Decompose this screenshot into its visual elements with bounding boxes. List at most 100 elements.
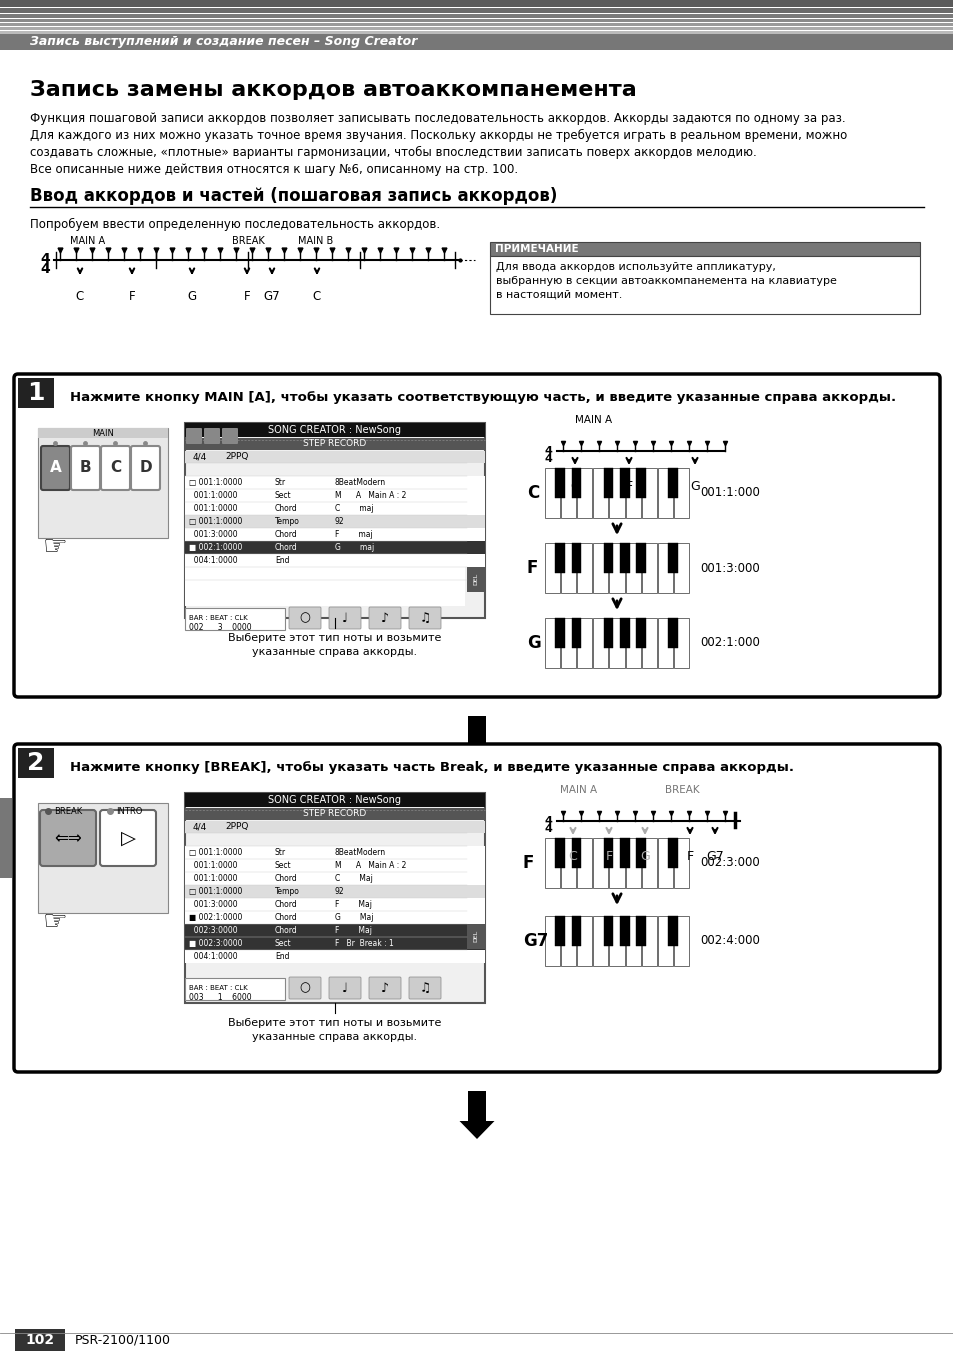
Text: 92: 92 xyxy=(335,888,344,896)
Bar xyxy=(185,580,464,593)
Bar xyxy=(38,802,168,913)
Bar xyxy=(603,543,613,573)
Bar xyxy=(641,838,656,888)
Text: End: End xyxy=(274,952,289,961)
Text: Выберите этот тип ноты и возьмите: Выберите этот тип ноты и возьмите xyxy=(228,1019,441,1028)
Text: BREAK: BREAK xyxy=(232,236,265,246)
Bar xyxy=(467,567,484,592)
Text: F: F xyxy=(129,290,135,303)
Text: 4: 4 xyxy=(40,262,50,276)
Text: ⇐⇒: ⇐⇒ xyxy=(54,830,82,847)
Text: Str: Str xyxy=(274,848,286,857)
Bar xyxy=(603,617,613,648)
Text: G: G xyxy=(187,290,196,303)
FancyBboxPatch shape xyxy=(41,446,70,490)
Text: 4: 4 xyxy=(40,253,50,266)
Text: Chord: Chord xyxy=(274,504,297,513)
FancyBboxPatch shape xyxy=(40,811,96,866)
Text: 003      1    6000: 003 1 6000 xyxy=(189,993,252,1002)
Text: DEL: DEL xyxy=(473,573,478,585)
FancyBboxPatch shape xyxy=(131,446,160,490)
Bar xyxy=(185,898,484,911)
Text: 001:1:0000: 001:1:0000 xyxy=(189,504,237,513)
Bar xyxy=(641,543,656,593)
Bar xyxy=(185,540,484,554)
Text: □ 001:1:0000: □ 001:1:0000 xyxy=(189,478,242,486)
Bar xyxy=(577,916,592,966)
Text: Chord: Chord xyxy=(274,925,297,935)
Text: C: C xyxy=(110,461,121,476)
FancyBboxPatch shape xyxy=(289,607,320,630)
Text: ○: ○ xyxy=(299,612,310,624)
Text: 001:3:0000: 001:3:0000 xyxy=(189,530,237,539)
Text: 001:3:0000: 001:3:0000 xyxy=(189,900,237,909)
FancyBboxPatch shape xyxy=(369,607,400,630)
Text: Для каждого из них можно указать точное время звучания. Поскольку аккорды не тре: Для каждого из них можно указать точное … xyxy=(30,128,846,142)
Bar xyxy=(185,438,484,450)
Text: Chord: Chord xyxy=(274,543,297,553)
FancyBboxPatch shape xyxy=(101,446,130,490)
Bar xyxy=(571,467,580,499)
Bar xyxy=(185,808,484,820)
Bar xyxy=(636,543,645,573)
Text: G: G xyxy=(526,634,540,653)
Bar xyxy=(593,467,608,517)
Bar xyxy=(560,467,576,517)
Bar xyxy=(185,846,484,859)
Bar xyxy=(185,793,484,1002)
Bar xyxy=(555,916,564,946)
Text: B: B xyxy=(80,461,91,476)
Text: 4/4: 4/4 xyxy=(193,823,207,831)
Bar xyxy=(657,916,672,966)
Text: G7: G7 xyxy=(705,850,723,863)
Text: STEP RECORD: STEP RECORD xyxy=(303,809,366,819)
Text: ☞: ☞ xyxy=(43,908,68,936)
Bar xyxy=(0,23,953,26)
Bar xyxy=(0,0,953,7)
Text: BAR : BEAT : CLK: BAR : BEAT : CLK xyxy=(189,985,248,992)
Text: G: G xyxy=(639,850,649,863)
Bar xyxy=(625,543,640,593)
Bar xyxy=(185,515,484,528)
Bar xyxy=(544,543,559,593)
Text: □ 001:1:0000: □ 001:1:0000 xyxy=(189,517,242,526)
Text: 2PPQ: 2PPQ xyxy=(225,453,248,462)
Bar xyxy=(625,916,640,966)
Bar xyxy=(619,543,629,573)
Bar xyxy=(657,617,672,667)
Text: 004:1:0000: 004:1:0000 xyxy=(189,557,237,565)
Bar xyxy=(636,838,645,867)
Bar xyxy=(619,838,629,867)
Bar xyxy=(38,428,168,438)
Bar xyxy=(641,467,656,517)
FancyArrow shape xyxy=(459,716,494,765)
FancyArrow shape xyxy=(459,1092,494,1139)
Text: 8BeatModern: 8BeatModern xyxy=(335,478,386,486)
FancyBboxPatch shape xyxy=(329,977,360,998)
FancyBboxPatch shape xyxy=(100,811,156,866)
Text: G: G xyxy=(689,480,700,493)
Bar xyxy=(667,467,678,499)
Text: C: C xyxy=(526,484,538,503)
Bar xyxy=(619,467,629,499)
Bar xyxy=(593,543,608,593)
Text: 001:1:0000: 001:1:0000 xyxy=(189,861,237,870)
Text: ■ 002:1:0000: ■ 002:1:0000 xyxy=(189,913,242,921)
Text: Chord: Chord xyxy=(274,874,297,884)
Bar xyxy=(15,1329,65,1351)
Text: □ 001:1:0000: □ 001:1:0000 xyxy=(189,848,242,857)
Text: M      A   Main A : 2: M A Main A : 2 xyxy=(335,490,406,500)
Bar xyxy=(667,838,678,867)
Text: 001:1:0000: 001:1:0000 xyxy=(189,874,237,884)
FancyBboxPatch shape xyxy=(329,607,360,630)
Bar xyxy=(555,838,564,867)
Text: 4: 4 xyxy=(544,824,553,834)
Text: ♫: ♫ xyxy=(419,981,430,994)
Bar xyxy=(0,19,953,22)
Text: Tempo: Tempo xyxy=(274,517,299,526)
Bar xyxy=(0,31,953,34)
Text: 102: 102 xyxy=(26,1333,54,1347)
Bar xyxy=(560,916,576,966)
Text: G7: G7 xyxy=(522,932,548,950)
Text: M      A   Main A : 2: M A Main A : 2 xyxy=(335,861,406,870)
